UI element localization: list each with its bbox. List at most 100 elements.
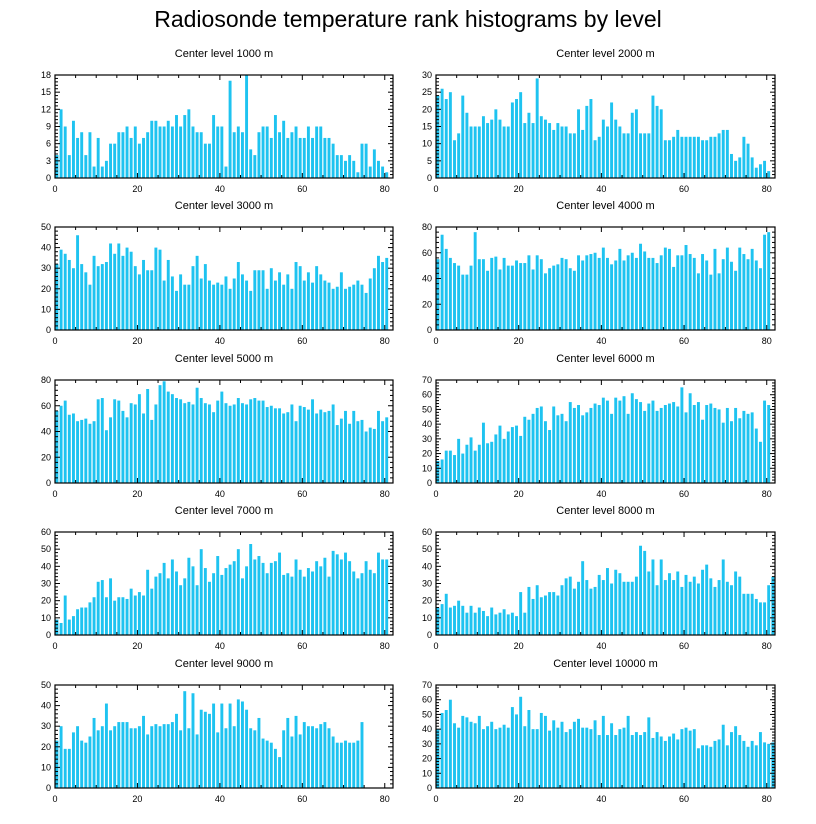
bar: [265, 573, 269, 635]
bar: [319, 126, 323, 178]
bar: [763, 160, 767, 178]
bar: [659, 109, 663, 178]
y-tick-label: 0: [427, 630, 432, 640]
bar: [88, 736, 92, 788]
bar: [191, 566, 195, 635]
bar: [527, 112, 531, 178]
bar: [730, 153, 733, 178]
bar: [67, 619, 71, 635]
y-tick-label: 70: [422, 680, 432, 690]
bar: [771, 576, 775, 635]
x-tick-label: 20: [132, 489, 142, 499]
bar: [67, 414, 71, 483]
bar: [469, 721, 473, 788]
bar: [730, 421, 733, 483]
panel-3: Center level 3000 m 0 20 40 60 80 0 10 20 30 40 50: [41, 200, 394, 346]
bar: [494, 434, 498, 483]
bar: [385, 559, 389, 635]
bar: [290, 404, 294, 483]
bar: [327, 410, 331, 483]
y-tick-label: 20: [422, 449, 432, 459]
bar: [315, 126, 319, 178]
bar: [356, 578, 360, 635]
bar: [368, 569, 372, 635]
bar: [436, 460, 440, 483]
y-tick-label: 20: [41, 596, 51, 606]
bar: [269, 137, 273, 178]
bar: [560, 585, 564, 635]
bar: [220, 284, 224, 330]
bar: [754, 745, 758, 788]
bar: [738, 418, 742, 483]
bar: [100, 166, 104, 178]
bar: [548, 730, 552, 788]
y-tick-label: 40: [422, 274, 432, 284]
bar: [696, 136, 700, 178]
bar: [55, 155, 59, 178]
bar: [560, 257, 564, 330]
bar: [88, 132, 92, 178]
bar: [348, 423, 352, 483]
bar: [158, 385, 162, 483]
bar: [92, 717, 96, 788]
bar: [84, 418, 88, 483]
bar: [626, 413, 630, 483]
panel-title: Center level 1000 m: [175, 48, 273, 60]
bar: [146, 389, 150, 483]
bar: [630, 581, 634, 635]
bar: [680, 136, 684, 178]
bar: [71, 268, 75, 330]
bar: [626, 133, 630, 178]
main-title: Radiosonde temperature rank histograms b…: [154, 6, 662, 32]
bar: [319, 566, 323, 635]
bar: [113, 600, 117, 635]
bar: [725, 129, 729, 178]
bar: [543, 273, 547, 330]
y-tick-label: 0: [46, 173, 51, 183]
bar: [568, 133, 572, 178]
bar: [457, 727, 461, 788]
y-tick-label: 60: [422, 248, 432, 258]
bar: [133, 266, 137, 330]
bar: [473, 126, 477, 178]
bar: [713, 248, 717, 330]
bar: [327, 576, 331, 635]
bar: [71, 732, 75, 788]
x-tick-label: 0: [433, 641, 438, 651]
bar: [356, 740, 360, 788]
bar: [236, 262, 240, 330]
bar: [236, 398, 240, 483]
bar: [166, 724, 170, 788]
y-tick-label: 30: [422, 739, 432, 749]
bar: [109, 143, 113, 178]
bar: [154, 120, 158, 178]
bar: [278, 272, 282, 330]
bar: [228, 80, 232, 178]
bar: [680, 729, 684, 788]
bar: [568, 576, 572, 635]
bar: [344, 740, 347, 788]
bar: [618, 573, 622, 635]
bar: [315, 728, 319, 788]
bar: [76, 609, 80, 635]
bar: [117, 243, 121, 330]
bar: [71, 413, 75, 483]
y-tick-label: 20: [41, 452, 51, 462]
bar: [269, 562, 273, 635]
bar: [166, 259, 170, 330]
bar: [76, 421, 80, 483]
bar: [696, 273, 700, 330]
bar: [125, 598, 129, 635]
bar: [709, 274, 713, 330]
bar: [216, 732, 220, 788]
bar: [461, 605, 465, 635]
bar: [142, 413, 145, 483]
bar: [220, 703, 224, 788]
x-tick-label: 20: [132, 184, 142, 194]
plot-frame: [54, 684, 394, 789]
bar: [199, 709, 203, 788]
bar: [701, 745, 705, 788]
bar: [261, 400, 265, 483]
x-tick-label: 20: [132, 641, 142, 651]
bar: [742, 136, 746, 178]
